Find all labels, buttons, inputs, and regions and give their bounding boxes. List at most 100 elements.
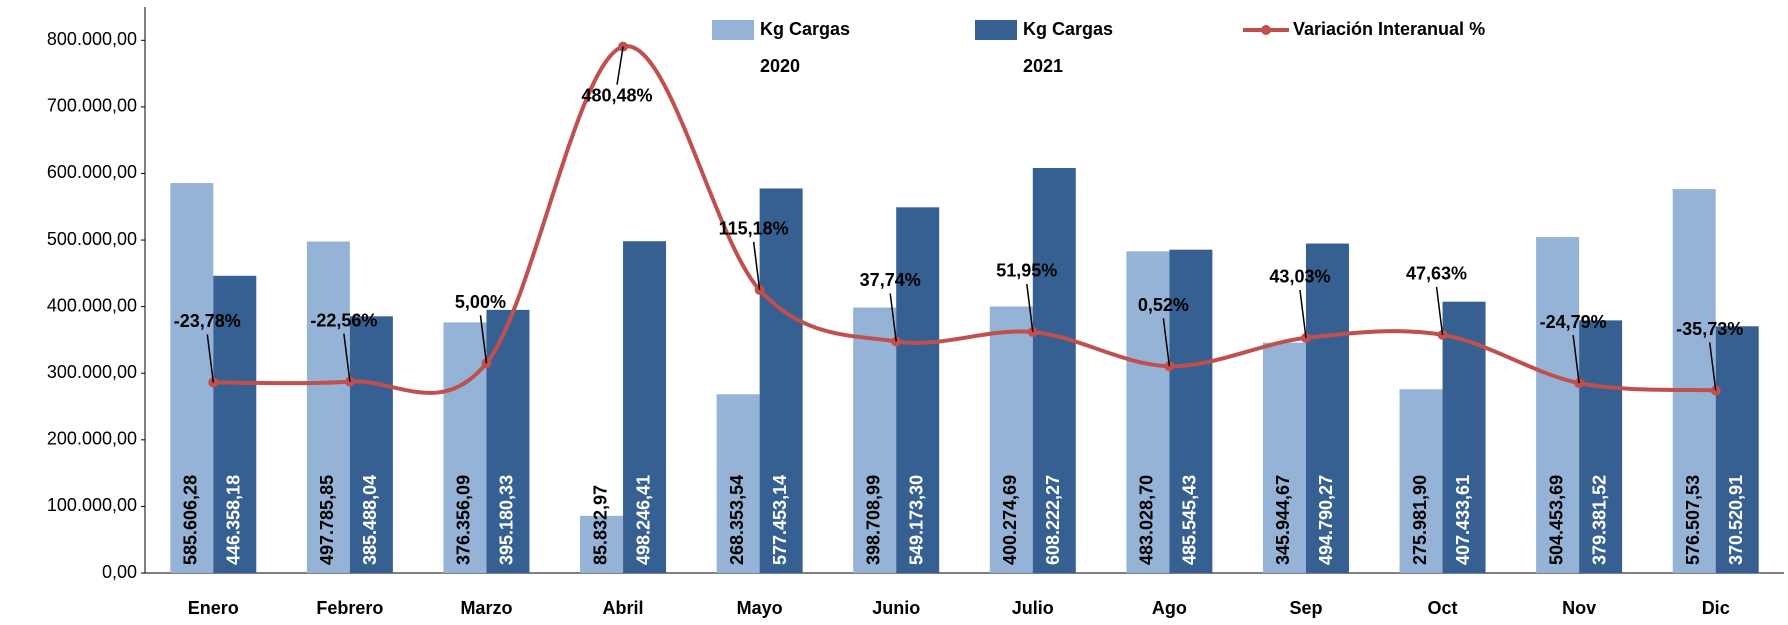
line-value-label: 47,63%	[1406, 264, 1467, 284]
bar-value-label: 494.790,27	[1316, 475, 1336, 565]
bar	[1672, 189, 1716, 573]
x-tick-label: Marzo	[460, 598, 512, 618]
x-tick-label: Julio	[1012, 598, 1054, 618]
x-tick-label: Febrero	[316, 598, 383, 618]
legend-swatch	[975, 20, 1017, 40]
bar	[759, 188, 803, 574]
bar-value-label: 275.981,90	[1410, 475, 1430, 565]
x-tick-label: Nov	[1562, 598, 1596, 618]
bar-value-label: 407.433,61	[1453, 475, 1473, 565]
x-tick-label: Enero	[188, 598, 239, 618]
legend-label-line: Kg Cargas	[1023, 19, 1113, 39]
bar-value-label: 446.358,18	[224, 475, 244, 565]
label-leader	[1026, 283, 1034, 333]
label-leader	[1162, 318, 1171, 367]
bar	[1399, 389, 1443, 573]
bar	[349, 316, 393, 573]
bar	[1715, 326, 1759, 573]
line	[213, 44, 1716, 395]
y-tick-label: 0,00	[102, 562, 137, 582]
legend-swatch-marker	[1261, 25, 1271, 35]
y-tick-label: 200.000,00	[47, 429, 137, 449]
bar-value-label: 268.353,54	[727, 475, 747, 565]
bar	[853, 307, 897, 573]
bar	[1305, 243, 1349, 573]
bar-value-label: 370.520,91	[1726, 475, 1746, 565]
bar	[170, 183, 214, 573]
label-leader	[479, 315, 488, 364]
line-value-label: -23,78%	[174, 311, 241, 331]
bar	[213, 275, 257, 573]
bar-value-label: 385.488,04	[360, 475, 380, 565]
bar	[443, 322, 487, 573]
x-tick-label: Dic	[1702, 598, 1730, 618]
bar-value-label: 585.606,28	[181, 475, 201, 565]
line-value-label: 480,48%	[582, 85, 653, 105]
x-tick-label: Mayo	[737, 598, 783, 618]
legend-label-line: Kg Cargas	[760, 19, 850, 39]
bar-value-label: 483.028,70	[1137, 475, 1157, 565]
bar-value-label: 608.222,27	[1043, 475, 1063, 565]
legend-label: Variación Interanual %	[1293, 19, 1485, 39]
bar-value-label: 549.173,30	[906, 475, 926, 565]
label-leader	[343, 333, 351, 382]
y-tick-label: 100.000,00	[47, 495, 137, 515]
bar	[1579, 320, 1623, 573]
x-tick-label: Abril	[603, 598, 644, 618]
bar	[1032, 167, 1076, 573]
y-tick-label: 700.000,00	[47, 96, 137, 116]
bar-value-label: 379.381,52	[1589, 475, 1609, 565]
bar	[1169, 249, 1213, 573]
label-leader	[616, 46, 624, 85]
legend-label-line: 2021	[1023, 56, 1063, 76]
bar-value-label: 577.453,14	[770, 475, 790, 565]
label-leader	[1299, 289, 1307, 339]
bar-value-label: 400.274,69	[1000, 475, 1020, 565]
line-value-label: -24,79%	[1540, 312, 1607, 332]
x-tick-label: Ago	[1152, 598, 1187, 618]
bar-value-label: 395.180,33	[497, 475, 517, 565]
bar-value-label: 504.453,69	[1546, 475, 1566, 565]
legend-label-line: 2020	[760, 56, 800, 76]
y-tick-label: 400.000,00	[47, 295, 137, 315]
label-leader	[889, 293, 897, 342]
label-leader	[752, 241, 761, 290]
line-value-label: 43,03%	[1269, 267, 1330, 287]
legend-label: Kg Cargas 2020	[760, 19, 850, 76]
y-tick-label: 500.000,00	[47, 229, 137, 249]
label-leader	[1572, 334, 1580, 384]
bar	[306, 241, 350, 573]
bar-value-label: 376.356,09	[454, 475, 474, 565]
bar	[896, 207, 940, 573]
line-value-label: -22,56%	[310, 310, 377, 330]
line-value-label: 5,00%	[455, 292, 506, 312]
bar	[580, 515, 624, 573]
line-value-label: -35,73%	[1676, 319, 1743, 339]
bar-value-label: 498.246,41	[633, 475, 653, 565]
label-leader	[1708, 342, 1717, 391]
bar-value-label: 345.944,67	[1273, 475, 1293, 565]
y-tick-label: 300.000,00	[47, 362, 137, 382]
bar	[1536, 237, 1580, 573]
legend-swatch	[712, 20, 754, 40]
x-tick-label: Sep	[1289, 598, 1322, 618]
bar	[623, 241, 667, 573]
y-tick-label: 800.000,00	[47, 29, 137, 49]
line-value-label: 51,95%	[996, 261, 1057, 281]
bar	[989, 306, 1033, 573]
label-leader	[1435, 286, 1444, 335]
x-tick-label: Junio	[872, 598, 920, 618]
bar-value-label: 485.545,43	[1180, 475, 1200, 565]
bar-value-label: 497.785,85	[317, 475, 337, 565]
y-tick-label: 600.000,00	[47, 162, 137, 182]
bar-value-label: 576.507,53	[1683, 475, 1703, 565]
legend-label: Kg Cargas 2021	[1023, 19, 1113, 76]
x-tick-label: Oct	[1428, 598, 1458, 618]
bar-value-label: 85.832,97	[590, 485, 610, 565]
bar	[1262, 342, 1306, 573]
bar-value-label: 398.708,99	[863, 475, 883, 565]
line-value-label: 0,52%	[1138, 295, 1189, 315]
bar	[716, 394, 760, 573]
line-value-label: 37,74%	[860, 270, 921, 290]
